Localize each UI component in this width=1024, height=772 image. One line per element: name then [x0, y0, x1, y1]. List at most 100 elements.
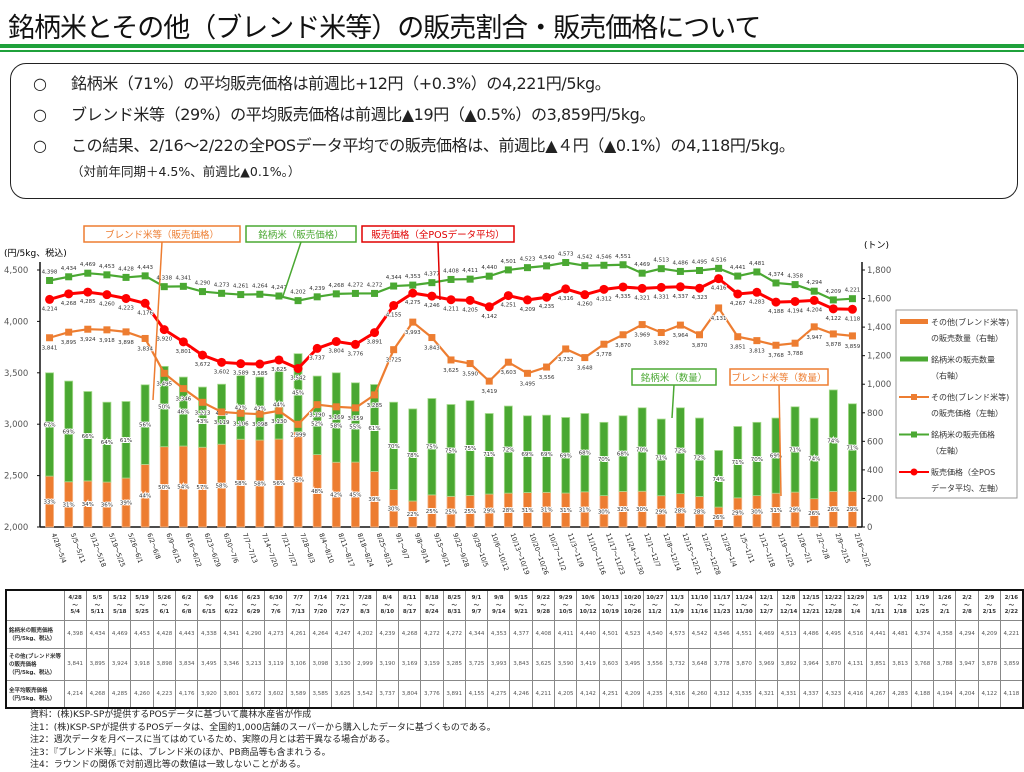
brand-share-label: 74%: [827, 439, 839, 445]
brand-price-value-label: 4,221: [845, 288, 861, 294]
total-price-value-label: 3,625: [271, 367, 287, 373]
brand-share-label: 74%: [808, 456, 820, 462]
blend-share-label: 29%: [789, 508, 801, 514]
total-price-point: [809, 295, 819, 305]
blend-price-value-label: 3,947: [806, 335, 822, 341]
table-cell: 4,453: [130, 619, 154, 649]
table-header-cell: 6/9 ～ 6/15: [197, 589, 221, 621]
table-cell: 4,273: [264, 619, 288, 649]
blend-share-label: 29%: [655, 509, 667, 515]
table-cell: 3,098: [308, 647, 333, 681]
brand-price-point: [160, 283, 168, 291]
total-price-point: [217, 357, 227, 367]
blend-price-value-label: 3,213: [195, 410, 211, 416]
table-cell: 4,275: [487, 679, 511, 709]
bullet-icon: ○: [33, 105, 47, 124]
brand-share-label: 71%: [655, 455, 667, 461]
brand-volume-bar: [236, 375, 246, 440]
brand-price-point: [409, 281, 417, 289]
table-cell: 4,155: [464, 679, 489, 709]
brand-share-label: 61%: [120, 438, 132, 444]
brand-volume-bar: [618, 415, 628, 492]
brand-price-point: [485, 272, 493, 280]
brand-share-label: 43%: [196, 419, 208, 425]
table-header-cell: 10/6 ～ 10/12: [576, 589, 600, 621]
table-cell: 4,316: [665, 679, 689, 709]
blend-price-value-label: 2,999: [290, 432, 306, 438]
table-cell: 3,419: [576, 647, 600, 681]
table-cell: 3,813: [888, 647, 912, 681]
brand-price-point: [848, 295, 856, 303]
blend-price-value-label: 4,131: [711, 316, 727, 322]
legend-label: の販売価格（左軸）: [931, 408, 1003, 418]
table-cell: 3,804: [397, 679, 422, 709]
table-header-cell: 9/29 ～ 10/5: [554, 589, 578, 621]
brand-volume-bar: [293, 353, 303, 433]
total-price-value-label: 4,337: [673, 294, 689, 300]
table-cell: 4,411: [554, 619, 578, 649]
brand-share-label: 42%: [235, 405, 247, 411]
table-cell: 4,341: [219, 619, 243, 649]
table-cell: 4,251: [598, 679, 622, 709]
table-cell: 4,440: [576, 619, 600, 649]
total-price-value-label: 4,251: [500, 303, 516, 309]
table-cell: 3,737: [375, 679, 399, 709]
table-cell: 3,778: [710, 647, 734, 681]
total-price-point: [102, 290, 112, 300]
table-header-cell: 5/12 ～ 5/18: [108, 589, 132, 621]
brand-price-value-label: 4,202: [290, 290, 306, 296]
x-tick-label: 8/11～8/17: [336, 532, 356, 568]
x-tick-label: 1/5～1/11: [738, 532, 756, 564]
brand-price-value-label: 4,408: [443, 268, 459, 274]
total-price-point: [64, 289, 74, 299]
total-price-point: [561, 284, 571, 294]
table-cell: 4,573: [665, 619, 689, 649]
blend-price-value-label: 3,625: [443, 368, 459, 374]
title-rule-thin: [0, 50, 1024, 52]
brand-volume-bar: [331, 372, 341, 463]
table-cell: 4,501: [598, 619, 622, 649]
brand-price-point: [428, 279, 436, 287]
blend-price-point: [772, 341, 780, 349]
table-header-cell: 10/20 ～ 10/26: [620, 589, 645, 621]
brand-price-point: [657, 265, 665, 273]
table-cell: 3,346: [219, 647, 243, 681]
brand-qty-callout-label: 銘柄米（数量）: [641, 372, 708, 384]
x-tick-label: 9/8～9/14: [413, 532, 431, 564]
blend-price-point: [600, 340, 608, 348]
right-tick-label: 1,600: [867, 295, 891, 305]
blend-price-value-label: 3,732: [558, 357, 574, 363]
table-cell: 4,443: [174, 619, 199, 649]
table-cell: 4,335: [732, 679, 756, 709]
brand-share-label: 74%: [713, 477, 725, 483]
blend-share-label: 25%: [445, 510, 457, 516]
table-cell: 3,843: [509, 647, 533, 681]
table-header-cell: 9/22 ～ 9/28: [531, 589, 556, 621]
blend-price-point: [848, 332, 856, 340]
brand-price-value-label: 4,513: [653, 258, 669, 264]
blend-price-point: [390, 346, 398, 354]
table-cell: 4,214: [63, 679, 87, 709]
brand-share-label: 70%: [751, 457, 763, 463]
right-tick-label: 400: [867, 466, 883, 476]
brand-price-value-label: 4,374: [768, 272, 784, 278]
brand-price-value-label: 4,273: [214, 282, 230, 288]
table-header-cell: 7/28 ～ 8/3: [353, 589, 377, 621]
total-price-value-label: 4,142: [481, 314, 497, 320]
table-cell: 4,290: [241, 619, 266, 649]
total-price-value-label: 3,672: [195, 362, 211, 368]
blend-price-point: [466, 360, 474, 368]
brand-share-label: 72%: [693, 455, 705, 461]
brand-share-label: 70%: [636, 448, 648, 454]
total-price-point: [350, 339, 360, 349]
brand-share-label: 69%: [560, 453, 572, 459]
brand-volume-bar: [848, 403, 857, 492]
blend-share-label: 54%: [177, 485, 189, 491]
table-cell: 4,358: [933, 619, 957, 649]
total-price-value-label: 4,211: [443, 307, 459, 313]
brand-price-point: [237, 291, 245, 299]
table-cell: 3,495: [197, 647, 221, 681]
x-tick-label: 7/7～7/13: [241, 532, 259, 564]
brand-volume-bar: [389, 401, 399, 490]
brand-price-value-label: 4,481: [749, 261, 765, 267]
